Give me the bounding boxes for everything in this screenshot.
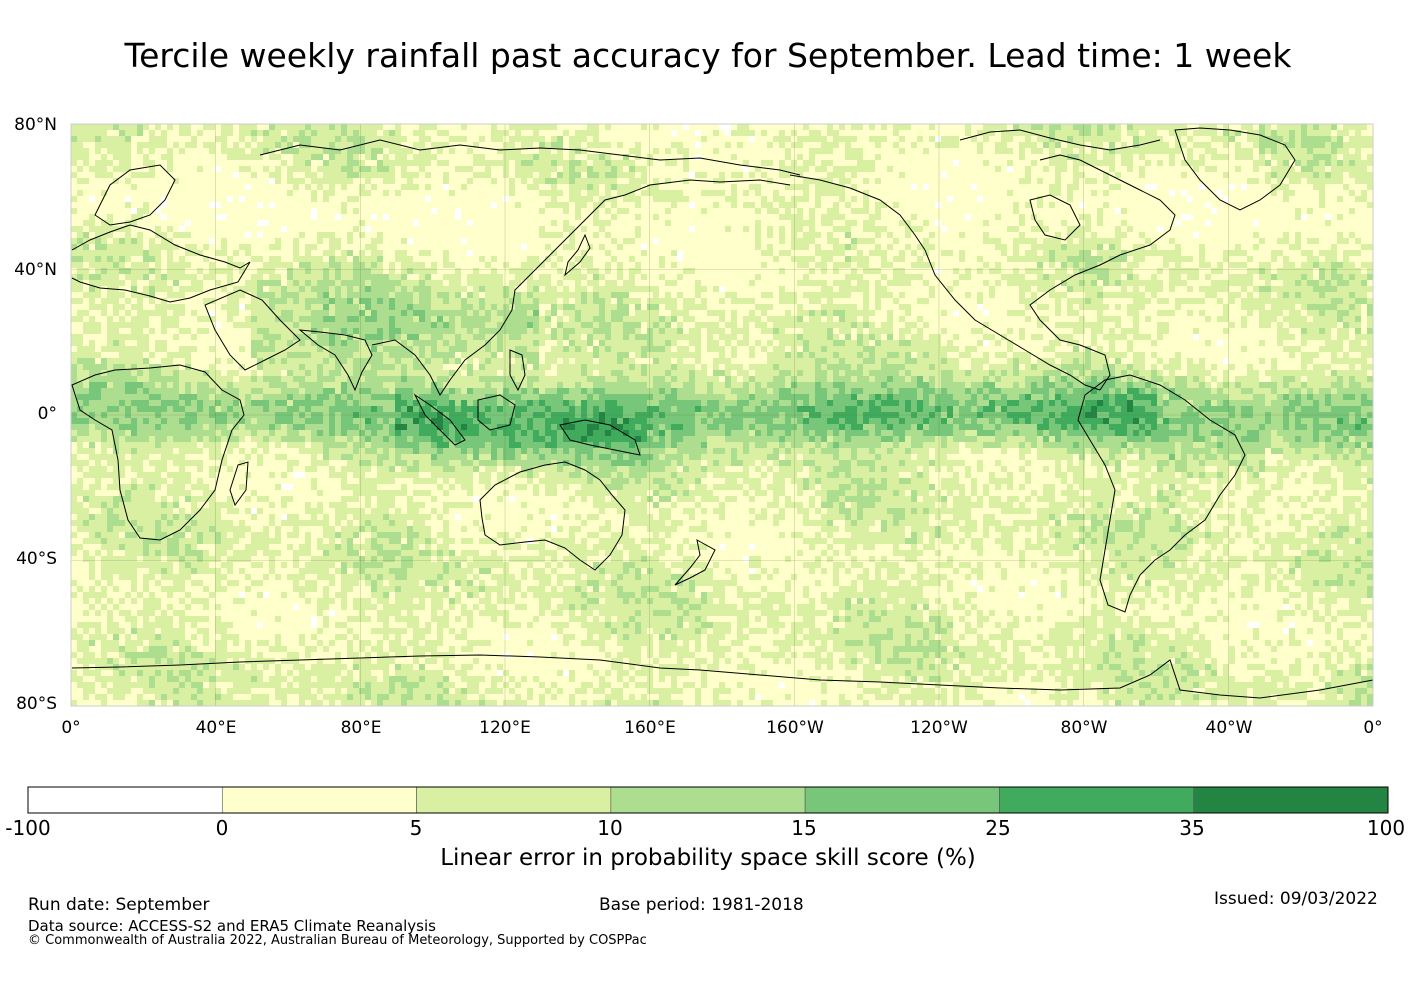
copyright: © Commonwealth of Australia 2022, Austra…	[28, 933, 647, 948]
issued-date: Issued: 09/03/2022	[1214, 889, 1378, 909]
colorbar-tick: 10	[570, 816, 650, 840]
lon-label-40e: 40°E	[166, 718, 266, 738]
colorbar-segment	[999, 787, 1193, 813]
colorbar-tick: -100	[0, 816, 68, 840]
colorbar-segment	[805, 787, 999, 813]
lon-label-160e: 160°E	[600, 718, 700, 738]
map-figure	[0, 0, 1416, 990]
lat-label-0: 0°	[0, 404, 57, 424]
colorbar-segment	[611, 787, 805, 813]
colorbar-segment	[222, 787, 416, 813]
lon-label-360: 0°	[1323, 718, 1416, 738]
lon-label-80e: 80°E	[311, 718, 411, 738]
lon-label-40w: 40°W	[1179, 718, 1279, 738]
colorbar-segment	[417, 787, 611, 813]
lon-label-160w: 160°W	[745, 718, 845, 738]
colorbar-segment	[28, 787, 222, 813]
colorbar-tick: 5	[376, 816, 456, 840]
colorbar	[28, 787, 1388, 813]
base-period: Base period: 1981-2018	[599, 895, 804, 915]
lon-label-0: 0°	[21, 718, 121, 738]
lat-label-80s: 80°S	[0, 694, 57, 714]
lat-label-40n: 40°N	[0, 260, 57, 280]
lon-label-80w: 80°W	[1034, 718, 1134, 738]
colorbar-tick: 25	[958, 816, 1038, 840]
lat-label-40s: 40°S	[0, 549, 57, 569]
colorbar-tick: 35	[1152, 816, 1232, 840]
colorbar-tick: 100	[1346, 816, 1416, 840]
colorbar-label: Linear error in probability space skill …	[0, 845, 1416, 871]
colorbar-segment	[1194, 787, 1388, 813]
lon-label-120e: 120°E	[455, 718, 555, 738]
lon-label-120w: 120°W	[889, 718, 989, 738]
lat-label-80n: 80°N	[0, 115, 57, 135]
colorbar-tick: 0	[182, 816, 262, 840]
run-date: Run date: September	[28, 895, 209, 915]
colorbar-tick: 15	[764, 816, 844, 840]
